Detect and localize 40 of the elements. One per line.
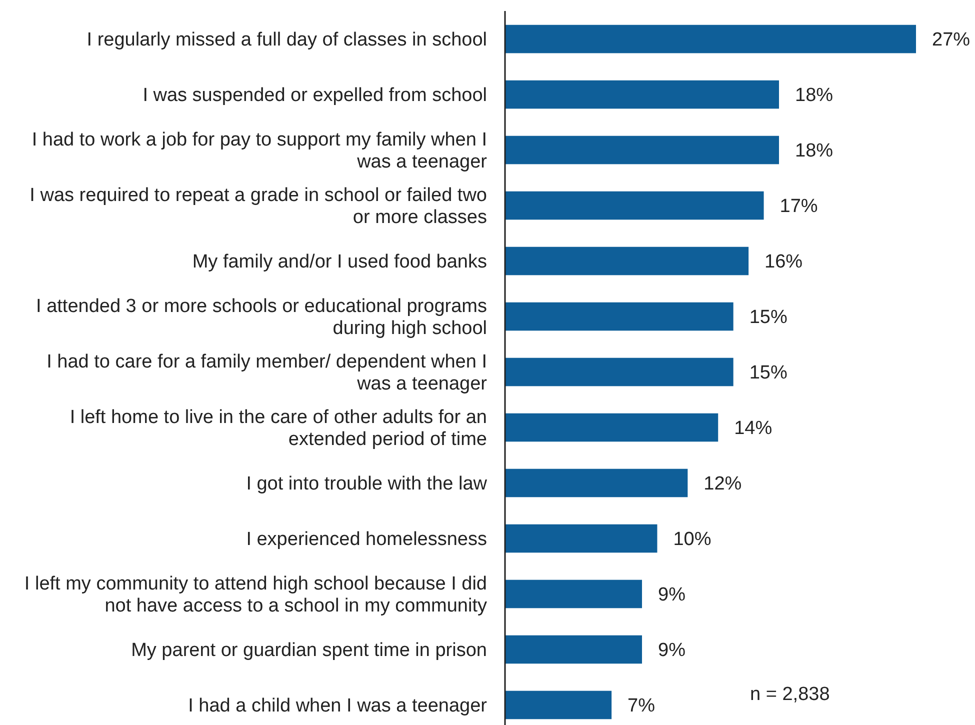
data-label: 18% [795,85,834,106]
bar [505,24,916,54]
data-label: 9% [658,640,686,662]
y-tick-label: My parent or guardian spent time in prison [131,640,487,662]
annotation: n = 2,838 [750,684,830,705]
bar [505,80,779,109]
y-tick-label: I left home to live in the care of other adults for an extended period of time [70,407,487,450]
y-tick-label: I was suspended or expelled from school [142,85,487,106]
bar [505,524,658,553]
y-tick-label: I had to care for a family member/ dependent when I was a teenager [46,352,488,395]
data-label: 10% [673,529,712,550]
data-label: 9% [658,584,686,606]
bar [505,580,642,608]
bar [505,136,779,164]
data-label: 12% [704,474,742,495]
bar [505,191,764,220]
data-label: 17% [780,196,818,218]
bar [505,358,734,386]
data-label: 15% [749,362,788,384]
y-tick-label: My family and/or I used food banks [192,252,487,273]
y-tick-label: I regularly missed a full day of classes in school [86,30,487,51]
bar [505,635,642,664]
bar [505,413,718,442]
data-label: 14% [734,418,772,440]
y-tick-label: I got into trouble with the law [246,474,488,495]
y-tick-label: I was required to repeat a grade in school or failed two or more classes [30,185,487,228]
y-tick-label: I attended 3 or more schools or educational programs during high school [36,296,487,340]
data-label: 18% [795,140,834,162]
data-label: 7% [628,696,656,717]
bar [505,690,612,720]
data-label: 16% [764,252,803,273]
y-tick-label: I experienced homelessness [246,529,487,550]
bar [505,468,688,498]
data-label: 27% [932,30,970,51]
data-label: 15% [749,307,788,328]
y-tick-label: I had a child when I was a teenager [188,696,488,717]
bar [505,246,749,276]
y-tick-label: I had to work a job for pay to support my family when I was a teenager [32,130,488,173]
y-tick-label: I left my community to attend high school because I did not have access to a school in my community [24,574,488,617]
bar [505,302,734,331]
